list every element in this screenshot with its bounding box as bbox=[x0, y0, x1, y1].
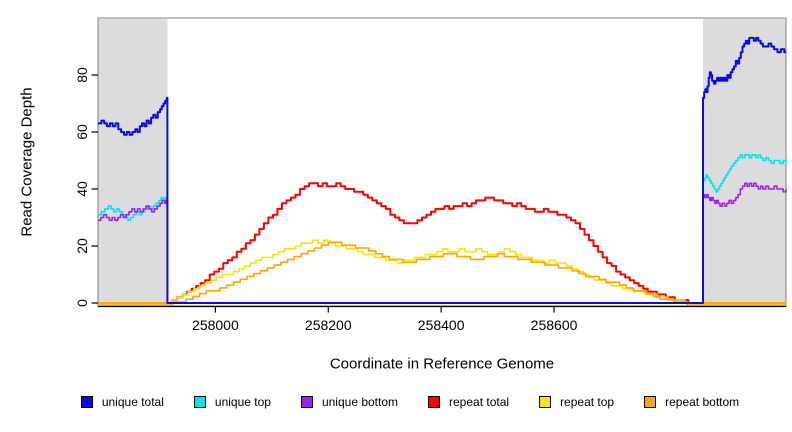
series-line-unique-bottom bbox=[98, 182, 787, 304]
x-tick-label: 258400 bbox=[417, 317, 465, 333]
series-line-repeat-total bbox=[98, 182, 786, 304]
x-tick-label: 258000 bbox=[192, 317, 239, 333]
x-tick-label: 258600 bbox=[530, 317, 578, 333]
legend-item-repeat-top: repeat top bbox=[539, 395, 614, 409]
legend-label: unique top bbox=[214, 395, 271, 409]
legend: unique total unique top unique bottom repea… bbox=[14, 395, 792, 409]
legend-item-unique-top: unique top bbox=[193, 395, 271, 409]
series-line-unique-total bbox=[98, 36, 786, 304]
legend-item-repeat-total: repeat total bbox=[428, 395, 509, 409]
legend-label: repeat total bbox=[449, 395, 510, 409]
x-axis-title: Coordinate in Reference Genome bbox=[329, 355, 555, 373]
legend-swatch bbox=[428, 396, 441, 408]
legend-item-unique-bottom: unique bottom bbox=[300, 395, 399, 409]
series-line-repeat-top bbox=[98, 239, 786, 304]
legend-swatch bbox=[193, 396, 206, 408]
legend-label: repeat top bbox=[560, 395, 615, 409]
y-tick-label: 80 bbox=[74, 67, 90, 83]
shaded-region bbox=[703, 19, 786, 304]
legend-item-repeat-bottom: repeat bottom bbox=[644, 395, 739, 409]
x-tick-label: 258200 bbox=[304, 317, 352, 333]
legend-label: unique total bbox=[101, 395, 164, 409]
legend-swatch bbox=[644, 396, 657, 408]
legend-label: repeat bottom bbox=[665, 395, 740, 409]
series-line-repeat-bottom bbox=[98, 241, 786, 306]
legend-swatch bbox=[80, 396, 93, 408]
series-line-unique-top bbox=[98, 154, 787, 304]
y-axis-title: Read Coverage Depth bbox=[18, 87, 36, 237]
y-tick-label: 60 bbox=[74, 124, 90, 140]
legend-swatch bbox=[300, 396, 313, 408]
legend-item-unique-total: unique total bbox=[80, 395, 164, 409]
y-tick-label: 40 bbox=[74, 181, 90, 197]
y-tick-label: 20 bbox=[74, 238, 90, 254]
legend-swatch bbox=[539, 396, 552, 408]
legend-label: unique bottom bbox=[321, 395, 399, 409]
y-tick-label: 0 bbox=[74, 299, 90, 307]
shaded-region bbox=[98, 19, 168, 304]
